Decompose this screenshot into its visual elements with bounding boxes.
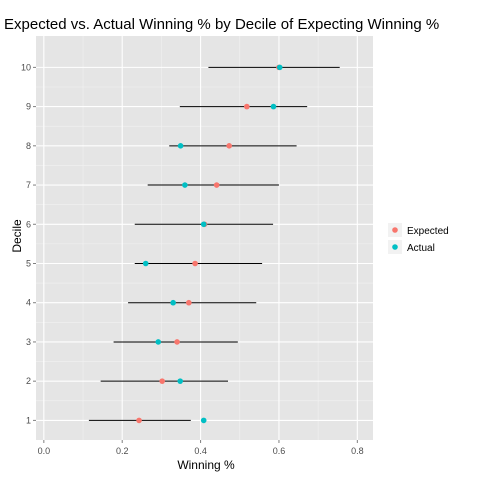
actual-point <box>177 378 184 384</box>
actual-point <box>276 64 283 71</box>
actual-point <box>200 221 207 228</box>
actual-point <box>270 103 277 110</box>
expected-point <box>186 299 192 306</box>
y-tick-label: 1 <box>26 415 31 425</box>
expected-point <box>136 417 142 424</box>
actual-point <box>142 260 149 267</box>
x-tick-label: 0.6 <box>273 446 286 456</box>
expected-point <box>174 339 180 345</box>
y-tick-label: 6 <box>26 219 31 229</box>
expected-point <box>192 260 198 267</box>
expected-point <box>226 143 232 149</box>
x-tick-label: 0.8 <box>351 446 364 456</box>
y-axis-ticks: 1 2 3 4 5 6 7 8 9 10 <box>21 62 36 425</box>
grid-minor <box>36 36 373 440</box>
x-tick-label: 0.0 <box>38 446 51 456</box>
actual-point <box>170 299 176 306</box>
y-tick-label: 2 <box>26 376 31 386</box>
points <box>136 64 283 424</box>
x-axis-ticks: 0.0 0.2 0.4 0.6 0.8 <box>38 440 364 456</box>
expected-point <box>244 103 250 110</box>
y-tick-label: 5 <box>26 258 31 268</box>
expected-point <box>159 378 165 384</box>
y-tick-label: 7 <box>26 180 31 190</box>
actual-point <box>200 417 207 424</box>
x-tick-label: 0.4 <box>194 446 207 456</box>
legend-marker <box>392 244 398 250</box>
x-tick-label: 0.2 <box>116 446 129 456</box>
x-axis-title: Winning % <box>177 458 235 472</box>
y-tick-label: 9 <box>26 102 31 112</box>
y-tick-label: 3 <box>26 337 31 347</box>
y-tick-label: 10 <box>21 62 31 72</box>
y-tick-label: 8 <box>26 141 31 151</box>
legend-label: Expected <box>407 226 449 237</box>
legend: Expected Actual <box>388 223 449 254</box>
actual-point <box>155 339 162 345</box>
expected-point <box>213 182 220 188</box>
actual-point <box>182 182 188 188</box>
legend-label: Actual <box>407 243 435 254</box>
plot-panel <box>36 36 373 440</box>
actual-point <box>177 143 184 149</box>
y-axis-title: Decile <box>10 219 24 253</box>
legend-marker <box>392 227 398 233</box>
y-tick-label: 4 <box>26 298 31 308</box>
chart-title: Expected vs. Actual Winning % by Decile … <box>4 16 439 33</box>
